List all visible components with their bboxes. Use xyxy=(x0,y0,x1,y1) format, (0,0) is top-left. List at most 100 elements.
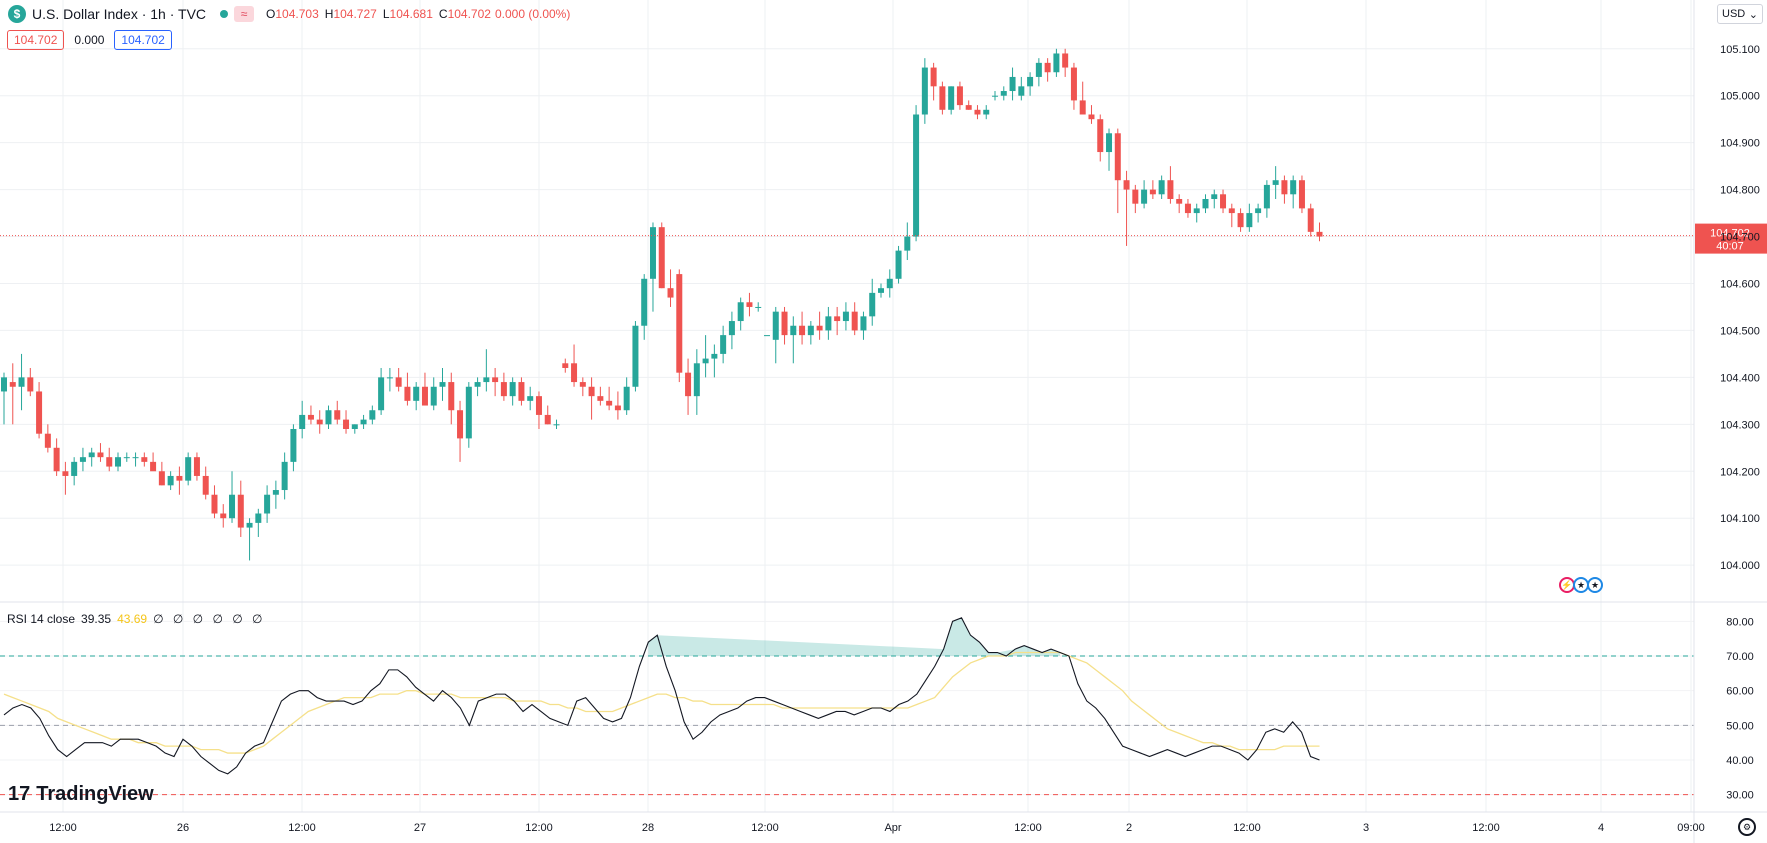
market-status-icon[interactable]: ≈ xyxy=(234,6,255,22)
candle-body xyxy=(535,396,542,415)
us-flag-event-icon[interactable]: ★ xyxy=(1587,577,1603,593)
candle xyxy=(860,311,867,340)
candle xyxy=(106,447,113,472)
tradingview-logo[interactable]: 17 TradingView xyxy=(8,783,154,806)
candle xyxy=(509,377,516,406)
ask-button[interactable]: 104.702 xyxy=(114,30,172,50)
candle-body xyxy=(553,424,560,426)
candle xyxy=(9,363,16,425)
candle-body xyxy=(571,363,578,383)
candle-body xyxy=(264,494,271,514)
candle xyxy=(807,321,814,345)
candle xyxy=(150,452,157,472)
candle-body xyxy=(1255,208,1262,214)
time-tick-label: 09:00 xyxy=(1677,822,1705,834)
rsi-tick-label: 80.00 xyxy=(1726,616,1754,628)
price-tick-label: 104.700 xyxy=(1720,232,1760,244)
candle xyxy=(53,438,60,476)
candle xyxy=(702,335,709,378)
candle-body xyxy=(79,457,86,462)
candle-body xyxy=(229,494,236,519)
candle xyxy=(439,367,446,401)
candle-body xyxy=(1193,208,1200,214)
logo-text: TradingView xyxy=(36,783,154,805)
candle-body xyxy=(404,386,411,401)
candle xyxy=(544,405,551,425)
time-tick-label: 12:00 xyxy=(525,822,553,834)
bid-button[interactable]: 104.702 xyxy=(7,30,65,50)
candle xyxy=(44,424,51,453)
candle-body xyxy=(1158,180,1165,195)
candle xyxy=(1184,198,1191,218)
candle xyxy=(123,452,130,462)
candle-body xyxy=(386,377,393,379)
candle-body xyxy=(1184,203,1191,214)
rsi-ma-line xyxy=(3,651,1320,754)
currency-selector[interactable]: USD ⌄ xyxy=(1717,4,1763,24)
candle-body xyxy=(62,471,69,476)
candle-body xyxy=(842,311,849,322)
candle-body xyxy=(193,457,200,476)
candle-body xyxy=(53,447,60,472)
candle-body xyxy=(1220,194,1227,209)
candle-body xyxy=(1062,53,1069,68)
candle-body xyxy=(720,335,727,354)
candle-body xyxy=(457,410,464,439)
candle xyxy=(965,100,972,110)
market-open-icon xyxy=(220,10,229,18)
candle xyxy=(1123,170,1130,246)
rsi-legend[interactable]: RSI 14 close 39.35 43.69 ∅ ∅ ∅ ∅ ∅ ∅ xyxy=(7,612,266,626)
candle xyxy=(667,269,674,307)
candle xyxy=(685,358,692,415)
symbol-title[interactable]: U.S. Dollar Index · 1h · TVC xyxy=(32,6,207,22)
candle xyxy=(579,377,586,397)
candle xyxy=(141,452,148,467)
candle-body xyxy=(667,288,674,298)
candle-body xyxy=(597,396,604,401)
candle xyxy=(948,86,955,115)
candle xyxy=(237,480,244,537)
candle xyxy=(1193,203,1200,223)
candle-body xyxy=(632,325,639,387)
high-label: H xyxy=(324,7,334,21)
rsi-value: 39.35 xyxy=(81,612,112,626)
rsi-layer xyxy=(3,617,1320,775)
candle-body xyxy=(36,391,43,434)
candle-body xyxy=(97,452,104,458)
rsi-name: RSI 14 close xyxy=(7,612,76,626)
candle-body xyxy=(430,386,437,406)
candle xyxy=(1246,203,1253,232)
time-tick-label: 3 xyxy=(1363,822,1369,834)
candle xyxy=(1237,208,1244,232)
candle-body xyxy=(1141,189,1148,204)
settings-icon[interactable]: ⚙ xyxy=(1738,818,1756,836)
candle-body xyxy=(799,325,806,336)
candle-body xyxy=(579,382,586,387)
price-tick-label: 104.100 xyxy=(1720,513,1760,525)
candle-body xyxy=(18,377,25,387)
candle-body xyxy=(869,292,876,317)
candle-body xyxy=(325,410,332,425)
candle-body xyxy=(132,457,139,459)
candle xyxy=(834,306,841,336)
candle-body xyxy=(395,377,402,387)
lightning-event-icon[interactable]: ⚡ xyxy=(1559,577,1575,593)
candle xyxy=(281,452,288,500)
candle xyxy=(1097,114,1104,162)
last-price-value: 104.702 xyxy=(1710,228,1750,240)
candle xyxy=(1114,128,1121,214)
candle-body xyxy=(1298,180,1305,209)
candle-body xyxy=(378,377,385,411)
candle xyxy=(483,349,490,392)
candle xyxy=(553,419,560,430)
candle-body xyxy=(500,382,507,397)
candle-body xyxy=(1211,194,1218,199)
candle-body xyxy=(974,109,981,115)
open-label: O xyxy=(266,7,276,21)
symbol-header[interactable]: $ U.S. Dollar Index · 1h · TVC ≈ O 104.7… xyxy=(8,4,574,24)
candle-body xyxy=(816,325,823,331)
candle xyxy=(1000,86,1007,101)
